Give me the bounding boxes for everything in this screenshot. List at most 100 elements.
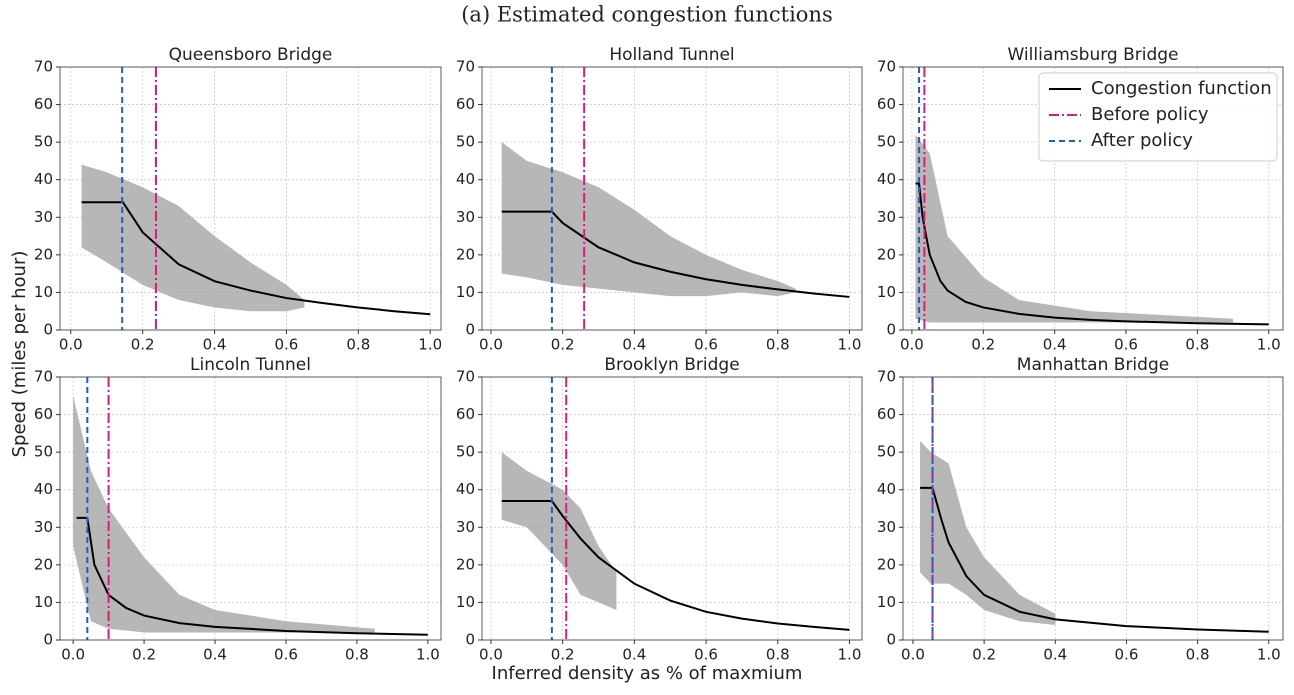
x-tick-label: 1.0 (1257, 336, 1281, 354)
congestion-line (501, 210, 850, 298)
y-tick-label: 60 (34, 95, 53, 113)
x-tick-label: 0.8 (766, 336, 790, 354)
x-tick-label: 0.4 (203, 336, 227, 354)
y-tick-label: 30 (34, 518, 53, 536)
scatter-cloud (73, 395, 375, 633)
congestion-line (501, 499, 850, 631)
x-tick-label: 1.0 (838, 646, 862, 664)
y-tick-label: 0 (465, 321, 475, 339)
panel-title: Williamsburg Bridge (1007, 45, 1178, 65)
y-axis-label: Speed (miles per hour) (9, 251, 30, 458)
y-tick-label: 20 (877, 245, 896, 263)
x-tick-label: 0.4 (622, 336, 646, 354)
x-tick-label: 0.6 (1115, 646, 1139, 664)
x-tick-label: 0.8 (1186, 646, 1210, 664)
legend-label: Congestion function (1091, 78, 1272, 99)
x-tick-label: 0.6 (274, 646, 298, 664)
y-tick-label: 20 (456, 555, 475, 573)
y-tick-label: 0 (43, 321, 53, 339)
y-tick-label: 40 (456, 170, 475, 188)
x-tick-label: 0.8 (766, 646, 790, 664)
y-tick-label: 10 (456, 593, 475, 611)
y-tick-label: 10 (34, 593, 53, 611)
y-tick-label: 50 (877, 133, 896, 151)
axes-frame (481, 66, 863, 331)
scatter-cloud (81, 164, 305, 312)
x-tick-label: 0.8 (345, 646, 369, 664)
x-tick-label: 0.2 (972, 646, 996, 664)
axes-frame (59, 66, 442, 331)
x-tick-label: 0.0 (901, 646, 925, 664)
y-tick-label: 0 (43, 631, 53, 649)
x-tick-label: 0.4 (1043, 336, 1067, 354)
y-tick-label: 0 (465, 631, 475, 649)
scatter-cloud (920, 440, 1056, 625)
x-tick-label: 0.2 (971, 336, 995, 354)
x-tick-label: 0.6 (694, 646, 718, 664)
legend-box (1038, 72, 1278, 162)
y-tick-label: 30 (34, 208, 53, 226)
x-tick-label: 0.0 (479, 336, 503, 354)
scatter-cloud (501, 142, 796, 297)
x-axis-label: Inferred density as % of maxmium (492, 663, 803, 684)
panel-title: Queensboro Bridge (169, 45, 333, 65)
y-tick-label: 20 (456, 245, 475, 263)
x-tick-label: 0.2 (132, 646, 156, 664)
y-tick-label: 50 (34, 443, 53, 461)
y-tick-label: 40 (34, 170, 53, 188)
figure-title: (a) Estimated congestion functions (461, 3, 833, 27)
y-tick-label: 10 (456, 283, 475, 301)
y-tick-label: 20 (34, 245, 53, 263)
x-tick-label: 0.8 (346, 336, 370, 354)
x-tick-label: 0.0 (59, 336, 83, 354)
panel-title: Manhattan Bridge (1017, 355, 1169, 375)
x-tick-label: 0.2 (131, 336, 155, 354)
y-tick-label: 70 (456, 368, 475, 386)
panel-title: Brooklyn Bridge (604, 355, 739, 375)
x-tick-label: 0.4 (622, 646, 646, 664)
x-tick-label: 1.0 (1257, 646, 1281, 664)
y-tick-label: 60 (456, 95, 475, 113)
y-tick-label: 50 (877, 443, 896, 461)
y-tick-label: 30 (456, 518, 475, 536)
axes-frame (59, 376, 442, 641)
axes-frame (902, 66, 1284, 331)
y-tick-label: 20 (877, 555, 896, 573)
y-tick-label: 70 (34, 58, 53, 76)
y-tick-label: 40 (456, 480, 475, 498)
y-tick-label: 60 (34, 405, 53, 423)
x-tick-label: 0.6 (275, 336, 299, 354)
x-tick-label: 0.2 (551, 336, 575, 354)
x-tick-label: 1.0 (418, 336, 442, 354)
y-tick-label: 50 (456, 133, 475, 151)
x-tick-label: 0.8 (1185, 336, 1209, 354)
y-tick-label: 40 (877, 170, 896, 188)
y-tick-label: 60 (456, 405, 475, 423)
y-tick-label: 60 (877, 95, 896, 113)
y-tick-label: 20 (34, 555, 53, 573)
x-tick-label: 0.2 (551, 646, 575, 664)
y-tick-label: 30 (877, 208, 896, 226)
x-tick-label: 0.6 (694, 336, 718, 354)
congestion-line (81, 201, 431, 316)
y-tick-label: 50 (34, 133, 53, 151)
scatter-cloud (501, 452, 617, 610)
axes-frame (902, 376, 1284, 641)
y-tick-label: 10 (877, 593, 896, 611)
x-tick-label: 0.6 (1114, 336, 1138, 354)
x-tick-label: 0.0 (61, 646, 85, 664)
y-tick-label: 10 (34, 283, 53, 301)
congestion-line (76, 516, 428, 636)
x-tick-label: 0.0 (479, 646, 503, 664)
y-tick-label: 70 (34, 368, 53, 386)
panel-title: Lincoln Tunnel (190, 355, 311, 375)
x-tick-label: 0.0 (900, 336, 924, 354)
y-tick-label: 50 (456, 443, 475, 461)
congestion-line (920, 486, 1269, 633)
y-tick-label: 0 (886, 321, 896, 339)
panel-title: Holland Tunnel (609, 45, 734, 65)
y-tick-label: 70 (456, 58, 475, 76)
y-tick-label: 70 (877, 58, 896, 76)
x-tick-label: 1.0 (838, 336, 862, 354)
